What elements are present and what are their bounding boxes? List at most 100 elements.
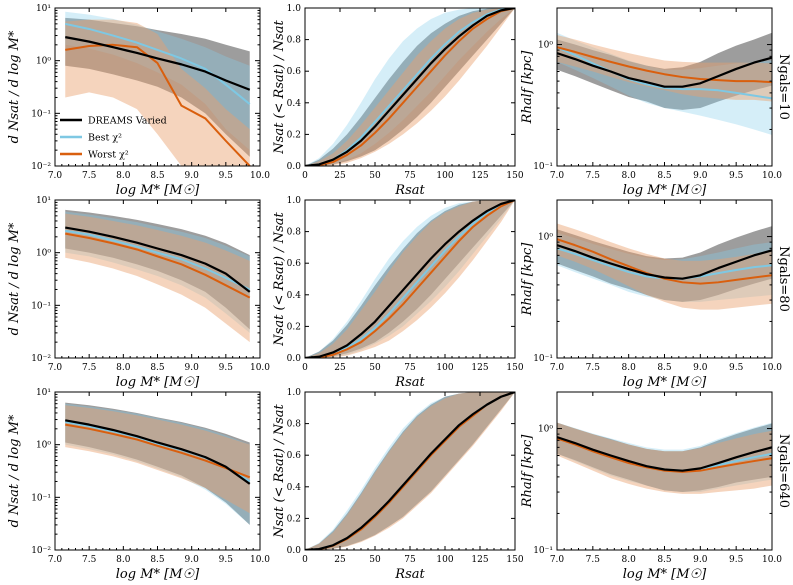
x-tick-label: 100 <box>436 171 453 181</box>
panel-radial-row-3: 0 25 50 75 100 125 150 0.0 0.2 0.4 0.6 0.8 1.0 Rsat Ns… <box>272 388 524 582</box>
x-axis-label: log M* [M☉] <box>623 375 707 390</box>
x-tick-label: 8.5 <box>150 171 165 181</box>
x-tick-label: 8.0 <box>116 171 131 181</box>
band-worst <box>65 19 250 166</box>
legend-label-best: Best χ² <box>88 133 122 144</box>
x-tick-label: 9.0 <box>693 363 708 373</box>
y-tick-label: 10⁻¹ <box>533 546 553 556</box>
line-worst <box>557 238 772 285</box>
x-tick-label: 9.5 <box>219 555 234 565</box>
y-tick-label: 1.0 <box>287 388 302 398</box>
x-axis-label: log M* [M☉] <box>116 183 200 198</box>
x-tick-label: 125 <box>471 363 488 373</box>
y-tick-label: 10⁻¹ <box>533 162 553 172</box>
x-tick-label: 9.0 <box>185 363 200 373</box>
y-axis-label: Nsat (< Rsat) / Nsat <box>272 20 287 155</box>
plot-area <box>65 11 251 166</box>
x-tick-label: 8.5 <box>657 555 672 565</box>
band-worst <box>557 223 772 310</box>
x-tick-label: 8.0 <box>622 363 637 373</box>
y-tick-label: 0.4 <box>287 99 302 109</box>
y-tick-label: 10⁰ <box>36 441 51 451</box>
plot-area <box>65 209 251 343</box>
band-worst <box>557 422 772 494</box>
y-tick-label: 10⁻¹ <box>31 493 51 503</box>
line-dreamsvaried <box>557 244 772 280</box>
line-worst <box>65 43 251 166</box>
x-tick-label: 0 <box>302 171 308 181</box>
plot-area <box>305 392 515 550</box>
y-tick-label: 0.6 <box>287 67 302 77</box>
row-label: Ngals=80 <box>776 246 791 312</box>
y-tick-label: 10⁻² <box>31 162 51 172</box>
y-axis-label: Rhalf [kpc] <box>520 434 535 509</box>
x-tick-label: 125 <box>471 555 488 565</box>
y-axis-label: Nsat (< Rsat) / Nsat <box>272 212 287 347</box>
x-axis-label: log M* [M☉] <box>623 183 707 198</box>
x-axis-label: log M* [M☉] <box>116 567 200 582</box>
y-tick-label: 10⁰ <box>36 249 51 259</box>
x-tick-label: 7.0 <box>550 171 565 181</box>
x-tick-label: 9.5 <box>219 171 234 181</box>
y-tick-label: 10¹ <box>36 4 51 14</box>
plot-area <box>557 422 772 494</box>
x-tick-label: 10.0 <box>250 363 270 373</box>
band-worst <box>305 392 515 550</box>
y-tick-label: 10⁰ <box>538 233 553 243</box>
x-tick-label: 125 <box>471 171 488 181</box>
band-best <box>557 422 772 493</box>
plot-area <box>305 8 515 166</box>
line-dreamsvaried <box>557 52 772 88</box>
y-tick-label: 1.0 <box>287 4 302 14</box>
line-worst <box>557 46 772 84</box>
x-tick-label: 25 <box>334 363 346 373</box>
panel-smf-row-1: 7.0 7.5 8.0 8.5 9.0 9.5 10.0 10⁻² 10⁻¹ 10⁰ 10¹ log … <box>7 4 270 198</box>
panel-radial-row-1: 0 25 50 75 100 125 150 0.0 0.2 0.4 0.6 0.8 1.0 Rsat Ns… <box>272 4 524 198</box>
y-axis-label: d Nsat / d log M* <box>7 414 22 527</box>
x-tick-label: 75 <box>404 363 416 373</box>
x-tick-label: 0 <box>302 363 308 373</box>
line-best <box>557 46 772 100</box>
line-worst <box>305 200 515 358</box>
y-axis-label: Rhalf [kpc] <box>520 242 535 317</box>
panel-size-row-1: 7.0 7.5 8.0 8.5 9.0 9.5 10.0 10⁻¹ 10⁰ log M* [M☉]… <box>520 7 791 198</box>
x-tick-label: 8.5 <box>657 363 672 373</box>
x-tick-label: 8.0 <box>116 363 131 373</box>
band-worst <box>557 34 772 102</box>
y-tick-label: 0.0 <box>287 546 302 556</box>
y-tick-label: 10⁻¹ <box>31 109 51 119</box>
y-tick-label: 0.8 <box>287 228 302 238</box>
panel-radial-row-2: 0 25 50 75 100 125 150 0.0 0.2 0.4 0.6 0.8 1.0 Rsat Ns… <box>272 196 524 390</box>
plot-area <box>557 32 772 135</box>
legend: DREAMS Varied Best χ² Worst χ² <box>60 116 167 161</box>
y-axis-label: d Nsat / d log M* <box>7 222 22 335</box>
x-tick-label: 9.0 <box>185 171 200 181</box>
x-tick-label: 8.0 <box>116 555 131 565</box>
band-best <box>305 200 515 358</box>
band-dreamsvaried <box>65 17 250 157</box>
x-tick-label: 10.0 <box>762 171 782 181</box>
y-axis-label: Rhalf [kpc] <box>520 50 535 125</box>
y-tick-label: 0.6 <box>287 451 302 461</box>
panel-smf-row-3: 7.0 7.5 8.0 8.5 9.0 9.5 10.0 10⁻² 10⁻¹ 10⁰ 10¹ log … <box>7 388 270 582</box>
y-tick-label: 0.2 <box>287 130 301 140</box>
y-tick-label: 10⁰ <box>538 41 553 51</box>
band-worst <box>65 213 250 343</box>
y-tick-label: 0.4 <box>287 483 302 493</box>
x-tick-label: 150 <box>506 363 523 373</box>
panel-smf-row-2: 7.0 7.5 8.0 8.5 9.0 9.5 10.0 10⁻² 10⁻¹ 10⁰ 10¹ log … <box>7 196 270 390</box>
x-tick-label: 10.0 <box>250 555 270 565</box>
x-tick-label: 50 <box>369 171 381 181</box>
band-dreamsvaried <box>305 200 515 358</box>
x-tick-label: 9.5 <box>729 171 744 181</box>
x-tick-label: 25 <box>334 171 346 181</box>
plot-area <box>305 200 515 358</box>
x-tick-label: 7.5 <box>586 171 601 181</box>
band-worst <box>305 200 515 358</box>
x-tick-label: 7.5 <box>586 555 601 565</box>
x-tick-label: 7.0 <box>550 555 565 565</box>
plot-area <box>557 223 772 310</box>
y-axis-label: d Nsat / d log M* <box>7 30 22 143</box>
line-dreamsvaried <box>557 436 772 472</box>
